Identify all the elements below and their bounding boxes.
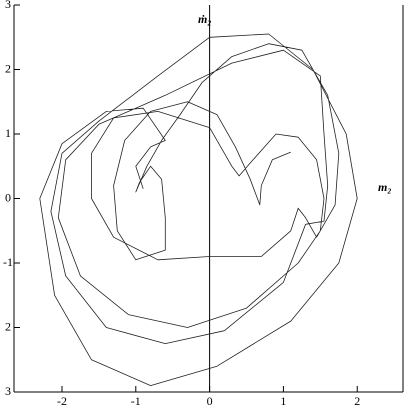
x-tick-label: 1 — [280, 394, 286, 408]
y-tick-label: 3 — [5, 0, 11, 11]
x-tick-label: 0 — [207, 394, 213, 408]
y-tick-label: -1 — [3, 255, 13, 269]
trajectory — [39, 33, 358, 386]
x-axis-label: m₂ — [378, 180, 392, 194]
y-tick-label: 1 — [5, 126, 11, 140]
y-tick-label: 2 — [5, 319, 11, 333]
x-tick-label: -1 — [131, 394, 141, 408]
y-axis-label: ṁ₂ — [198, 12, 212, 26]
y-tick-label: 3 — [5, 384, 11, 398]
x-tick-label: 2 — [354, 394, 360, 408]
x-tick-label: -2 — [57, 394, 67, 408]
y-tick-label: 2 — [5, 61, 11, 75]
y-tick-label: 0 — [5, 190, 11, 204]
